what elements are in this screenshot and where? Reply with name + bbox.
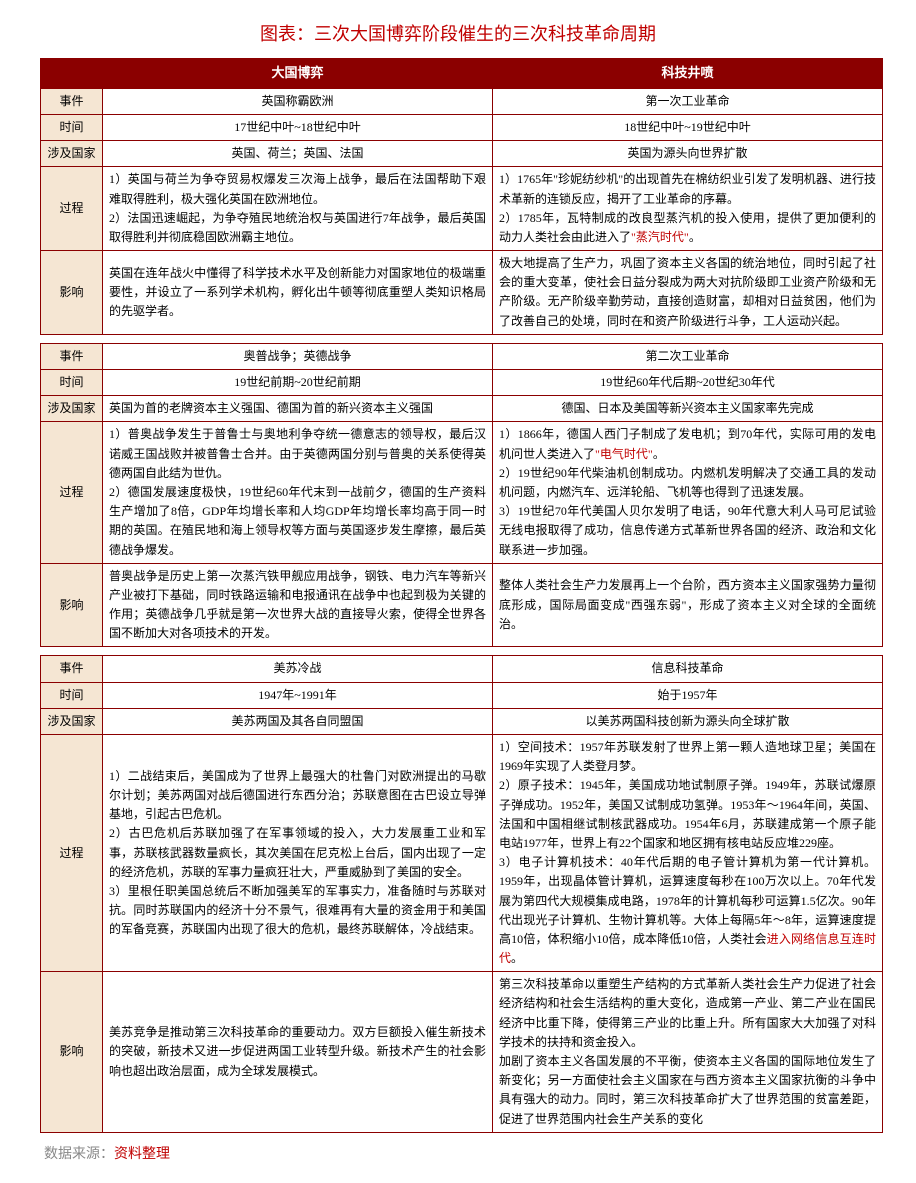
s2-countries-right: 德国、日本及美国等新兴资本主义国家率先完成 <box>493 396 883 422</box>
s2-impact-right: 整体人类社会生产力发展再上一个台阶，西方资本主义国家强势力量彻底形成，国际局面变… <box>493 563 883 647</box>
row-label-process: 过程 <box>41 735 103 972</box>
row-label-time: 时间 <box>41 114 103 140</box>
row-label-countries: 涉及国家 <box>41 396 103 422</box>
section-table-3: 事件 美苏冷战 信息科技革命 时间 1947年~1991年 始于1957年 涉及… <box>40 655 883 1132</box>
data-source: 数据来源：资料整理 <box>40 1143 876 1163</box>
section-table-2: 事件 奥普战争；英德战争 第二次工业革命 时间 19世纪前期~20世纪前期 19… <box>40 343 883 648</box>
s1-event-left: 英国称霸欧洲 <box>103 88 493 114</box>
s3-time-right: 始于1957年 <box>493 682 883 708</box>
s1-event-right: 第一次工业革命 <box>493 88 883 114</box>
emphasis-text: "电气时代" <box>595 447 653 461</box>
header-row: 大国博弈 科技井喷 <box>41 59 883 89</box>
s1-process-left: 1）英国与荷兰为争夺贸易权爆发三次海上战争，最后在法国帮助下艰难取得胜利，极大强… <box>103 167 493 251</box>
emphasis-text: "蒸汽时代" <box>631 230 689 244</box>
s3-impact-left: 美苏竞争是推动第三次科技革命的重要动力。双方巨额投入催生新技术的突破，新技术又进… <box>103 972 493 1133</box>
s1-time-left: 17世纪中叶~18世纪中叶 <box>103 114 493 140</box>
s1-process-right: 1）1765年"珍妮纺纱机"的出现首先在棉纺织业引发了发明机器、进行技术革新的连… <box>493 167 883 251</box>
s1-countries-right: 英国为源头向世界扩散 <box>493 141 883 167</box>
row-label-impact: 影响 <box>41 972 103 1133</box>
s2-countries-left: 英国为首的老牌资本主义强国、德国为首的新兴资本主义强国 <box>103 396 493 422</box>
s2-time-left: 19世纪前期~20世纪前期 <box>103 370 493 396</box>
source-value: 资料整理 <box>114 1147 170 1162</box>
s3-countries-left: 美苏两国及其各自同盟国 <box>103 708 493 734</box>
s2-process-left: 1）普奥战争发生于普鲁士与奥地利争夺统一德意志的领导权，最后汉诺威王国战败并被普… <box>103 422 493 563</box>
s3-impact-right: 第三次科技革命以重塑生产结构的方式革新人类社会生产力促进了社会经济结构和社会生活… <box>493 972 883 1133</box>
s1-time-right: 18世纪中叶~19世纪中叶 <box>493 114 883 140</box>
s3-process-right: 1）空间技术：1957年苏联发射了世界上第一颗人造地球卫星；美国在1969年实现… <box>493 735 883 972</box>
s3-event-left: 美苏冷战 <box>103 656 493 682</box>
row-label-process: 过程 <box>41 167 103 251</box>
s1-impact-right: 极大地提高了生产力，巩固了资本主义各国的统治地位，同时引起了社会的重大变革，使社… <box>493 251 883 335</box>
row-label-event: 事件 <box>41 88 103 114</box>
source-label: 数据来源： <box>44 1147 114 1162</box>
s3-countries-right: 以美苏两国科技创新为源头向全球扩散 <box>493 708 883 734</box>
row-label-event: 事件 <box>41 656 103 682</box>
row-label-event: 事件 <box>41 343 103 369</box>
header-right: 科技井喷 <box>493 59 883 89</box>
header-left: 大国博弈 <box>103 59 493 89</box>
s1-impact-left: 英国在连年战火中懂得了科学技术水平及创新能力对国家地位的极端重要性，并设立了一系… <box>103 251 493 335</box>
s2-process-right: 1）1866年，德国人西门子制成了发电机；到70年代，实际可用的发电机问世人类进… <box>493 422 883 563</box>
row-label-countries: 涉及国家 <box>41 141 103 167</box>
row-label-time: 时间 <box>41 682 103 708</box>
row-label-time: 时间 <box>41 370 103 396</box>
s2-event-left: 奥普战争；英德战争 <box>103 343 493 369</box>
s2-event-right: 第二次工业革命 <box>493 343 883 369</box>
chart-title: 图表：三次大国博弈阶段催生的三次科技革命周期 <box>40 20 876 46</box>
row-label-countries: 涉及国家 <box>41 708 103 734</box>
section-table-1: 大国博弈 科技井喷 事件 英国称霸欧洲 第一次工业革命 时间 17世纪中叶~18… <box>40 58 883 335</box>
s2-time-right: 19世纪60年代后期~20世纪30年代 <box>493 370 883 396</box>
s3-event-right: 信息科技革命 <box>493 656 883 682</box>
s3-process-left: 1）二战结束后，美国成为了世界上最强大的杜鲁门对欧洲提出的马歇尔计划；美苏两国对… <box>103 735 493 972</box>
s2-impact-left: 普奥战争是历史上第一次蒸汽铁甲舰应用战争，钢铁、电力汽车等新兴产业被打下基础，同… <box>103 563 493 647</box>
s3-time-left: 1947年~1991年 <box>103 682 493 708</box>
row-label-impact: 影响 <box>41 251 103 335</box>
row-label-process: 过程 <box>41 422 103 563</box>
s1-countries-left: 英国、荷兰；英国、法国 <box>103 141 493 167</box>
row-label-impact: 影响 <box>41 563 103 647</box>
